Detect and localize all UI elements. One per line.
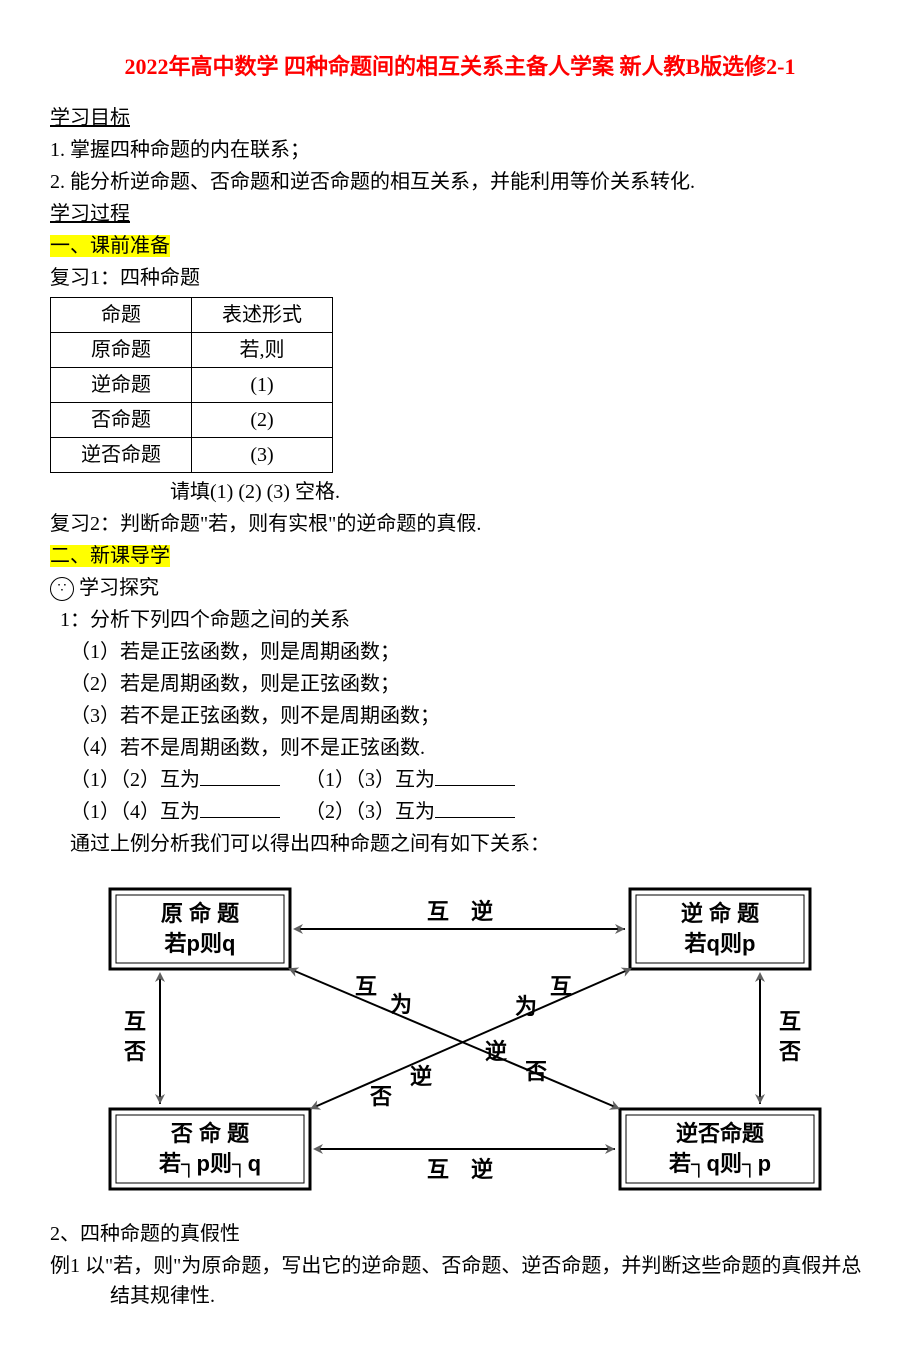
box-negation: 否 命 题 若┐p则┐q [110, 1109, 310, 1189]
svg-text:若q则p: 若q则p [685, 931, 756, 956]
table-row: 逆否命题 (3) [51, 438, 333, 473]
table-row: 否命题 (2) [51, 403, 333, 438]
explore1-heading: 1：分析下列四个命题之间的关系 [50, 605, 870, 635]
objectives-heading: 学习目标 [50, 103, 870, 133]
svg-text:逆否命题: 逆否命题 [676, 1121, 765, 1146]
box-original: 原 命 题 若p则q [110, 889, 290, 969]
box-inverse: 逆 命 题 若q则p [630, 889, 810, 969]
process-heading: 学习过程 [50, 199, 870, 229]
edge-left-label-2: 否 [123, 1039, 146, 1064]
smiley-icon: ∵ [50, 577, 74, 601]
svg-text:互: 互 [355, 974, 377, 999]
prop-1: （1）若是正弦函数，则是周期函数； [50, 637, 870, 667]
review2: 复习2：判断命题"若，则有实根"的逆命题的真假. [50, 509, 870, 539]
svg-text:若┐p则┐q: 若┐p则┐q [159, 1151, 261, 1178]
table-header-2: 表述形式 [192, 298, 333, 333]
section2-heading: 2、四种命题的真假性 [50, 1219, 870, 1249]
edge-left-label-1: 互 [124, 1009, 146, 1034]
svg-text:否 命 题: 否 命 题 [170, 1121, 250, 1146]
svg-text:逆: 逆 [485, 1039, 507, 1064]
svg-text:否: 否 [524, 1059, 547, 1084]
relation-line-1: （1）（2）互为 （1）（3）互为 [50, 765, 870, 795]
svg-text:若p则q: 若p则q [165, 931, 236, 956]
svg-text:为: 为 [390, 992, 412, 1017]
objective-2: 2. 能分析逆命题、否命题和逆否命题的相互关系，并能利用等价关系转化. [50, 167, 870, 197]
document-title: 2022年高中数学 四种命题间的相互关系主备人学案 新人教B版选修2-1 [50, 50, 870, 83]
table-fill-prompt: 请填(1) (2) (3) 空格. [50, 477, 870, 507]
relationship-diagram: 原 命 题 若p则q 逆 命 题 若q则p 否 命 题 若┐p则┐q 逆否命题 … [90, 879, 830, 1199]
prop-3: （3）若不是正弦函数，则不是周期函数； [50, 701, 870, 731]
example-1: 例1 以"若，则"为原命题，写出它的逆命题、否命题、逆否命题，并判断这些命题的真… [110, 1251, 870, 1311]
newlesson-heading: 二、新课导学 [50, 541, 870, 571]
proposition-table: 命题 表述形式 原命题 若,则 逆命题 (1) 否命题 (2) 逆否命题 (3) [50, 297, 333, 473]
edge-top-label: 互 逆 [427, 899, 493, 924]
svg-text:原 命 题: 原 命 题 [161, 901, 240, 926]
svg-text:否: 否 [369, 1084, 392, 1109]
objective-1: 1. 掌握四种命题的内在联系； [50, 135, 870, 165]
table-header-1: 命题 [51, 298, 192, 333]
prop-2: （2）若是周期函数，则是正弦函数； [50, 669, 870, 699]
conclusion: 通过上例分析我们可以得出四种命题之间有如下关系： [50, 829, 870, 859]
table-row: 原命题 若,则 [51, 333, 333, 368]
table-row: 逆命题 (1) [51, 368, 333, 403]
explore-line: ∵ 学习探究 [50, 573, 870, 603]
edge-bottom-label: 互 逆 [427, 1157, 493, 1182]
svg-text:互: 互 [550, 974, 572, 999]
edge-right-label-2: 否 [778, 1039, 801, 1064]
prop-4: （4）若不是周期函数，则不是正弦函数. [50, 733, 870, 763]
svg-text:逆: 逆 [410, 1064, 432, 1089]
review1-heading: 复习1：四种命题 [50, 263, 870, 293]
diag-label-1: 互 为 逆 否 [355, 974, 547, 1084]
box-contrapositive: 逆否命题 若┐q则┐p [620, 1109, 820, 1189]
svg-text:为: 为 [515, 994, 537, 1019]
relation-line-2: （1）（4）互为 （2）（3）互为 [50, 797, 870, 827]
svg-text:逆 命 题: 逆 命 题 [681, 901, 760, 926]
edge-right-label-1: 互 [779, 1009, 801, 1034]
svg-text:若┐q则┐p: 若┐q则┐p [669, 1151, 771, 1178]
prep-heading: 一、课前准备 [50, 231, 870, 261]
